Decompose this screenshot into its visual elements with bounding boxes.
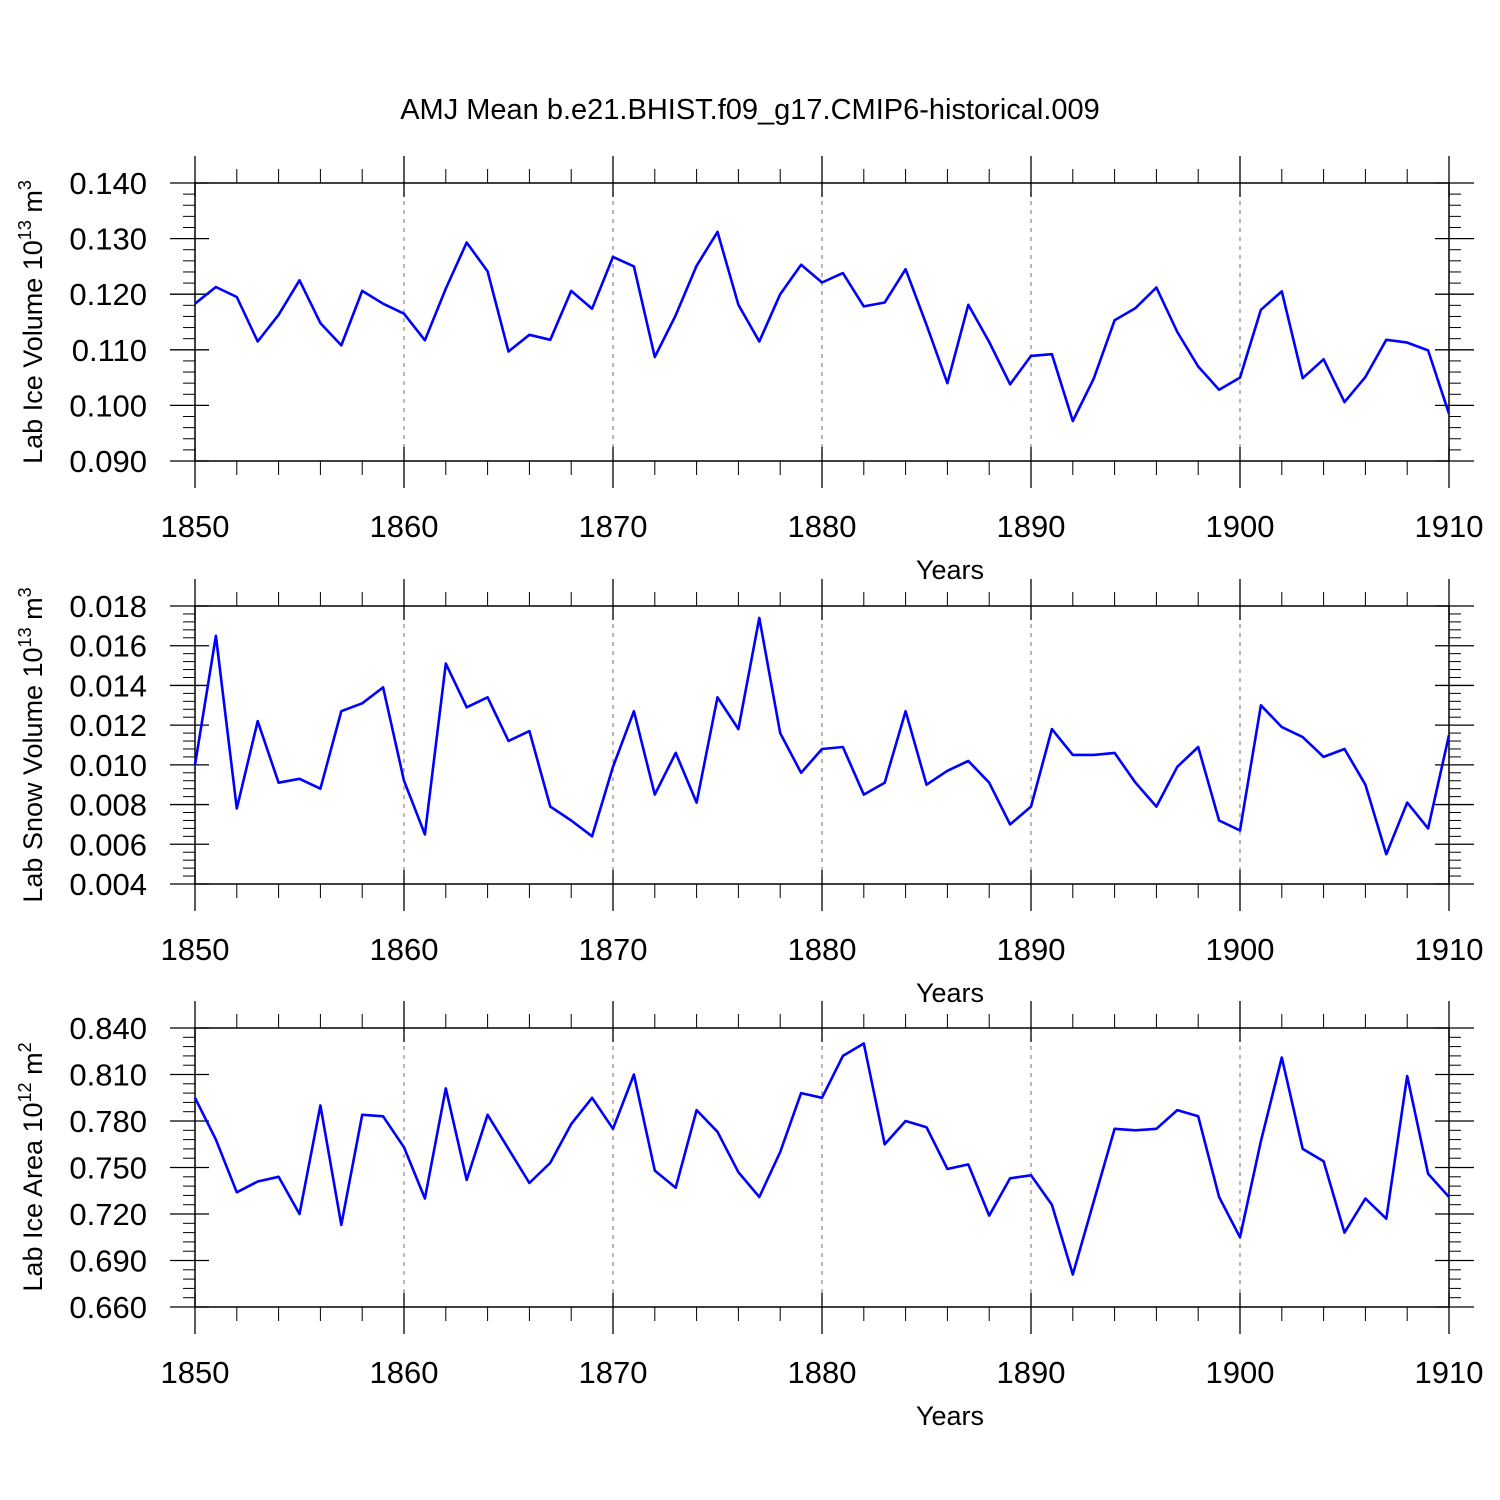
y-tick-label: 0.840 — [69, 1011, 147, 1046]
y-axis-label: Lab Ice Area 1012 m2 — [15, 1042, 48, 1291]
plot-frame — [194, 605, 1450, 885]
y-tick-label: 0.004 — [69, 867, 147, 902]
y-tick-label: 0.090 — [69, 444, 147, 479]
y-tick-label: 0.008 — [69, 788, 147, 823]
y-tick-label: 0.018 — [69, 589, 147, 624]
y-axis-label-part: 13 — [15, 627, 35, 647]
x-tick-label: 1910 — [1415, 1355, 1484, 1390]
y-axis-label-part: m — [18, 190, 48, 220]
x-axis-label: Years — [916, 978, 984, 1008]
x-tick-label: 1860 — [370, 932, 439, 967]
x-tick-label: 1910 — [1415, 932, 1484, 967]
y-tick-label: 0.010 — [69, 748, 147, 783]
plot-frame — [194, 1027, 1450, 1308]
panel-ice-area: 1850 1860 1870 1880 1890 1900 1910 0.660 0.690 0.… — [15, 1001, 1483, 1431]
y-axis-label-part: 2 — [15, 1042, 35, 1052]
y-axis-label-part: Lab Snow Volume 10 — [18, 647, 48, 902]
y-tick-label: 0.006 — [69, 827, 147, 862]
y-tick-label: 0.660 — [69, 1290, 147, 1325]
y-axis-label-part: 13 — [15, 220, 35, 240]
y-axis-label-part: m — [18, 597, 48, 627]
x-tick-label: 1910 — [1415, 509, 1484, 544]
y-axis-label-part: Lab Ice Area 10 — [18, 1102, 48, 1291]
x-tick-label: 1890 — [997, 1355, 1066, 1390]
panel-snow-volume: 1850 1860 1870 1880 1890 1900 1910 0.004 0.006 0.… — [15, 579, 1483, 1008]
y-axis-label-part: 3 — [15, 180, 35, 190]
y-tick-label: 0.750 — [69, 1151, 147, 1186]
y-axis-label-part: Lab Ice Volume 10 — [18, 240, 48, 464]
y-tick-label: 0.810 — [69, 1058, 147, 1093]
series-line-lab-snow-volume — [193, 616, 1451, 856]
series-line-lab-ice-volume — [194, 230, 1451, 423]
x-axis-label: Years — [916, 1401, 984, 1431]
x-tick-label: 1900 — [1206, 509, 1275, 544]
y-tick-label: 0.720 — [69, 1197, 147, 1232]
x-tick-label: 1880 — [788, 1355, 857, 1390]
y-axis-label-part: 3 — [15, 587, 35, 597]
y-tick-label: 0.140 — [69, 166, 147, 201]
x-axis-label: Years — [916, 555, 984, 585]
y-tick-label: 0.100 — [69, 388, 147, 423]
x-tick-label: 1850 — [161, 509, 230, 544]
x-tick-label: 1880 — [788, 509, 857, 544]
x-tick-label: 1870 — [579, 509, 648, 544]
y-axis-label-part: m — [18, 1052, 48, 1082]
panel-ice-volume: 1850 1860 1870 1880 1890 1900 1910 0.090 0.100 0.… — [15, 156, 1483, 585]
y-tick-label: 0.014 — [69, 668, 147, 703]
x-tick-label: 1850 — [161, 1355, 230, 1390]
figure-title: AMJ Mean b.e21.BHIST.f09_g17.CMIP6-histo… — [400, 94, 1100, 126]
x-tick-label: 1880 — [788, 932, 857, 967]
x-tick-label: 1900 — [1206, 932, 1275, 967]
y-tick-label: 0.110 — [72, 333, 147, 368]
y-axis-label-part: 12 — [15, 1082, 35, 1102]
plot-frame — [194, 182, 1450, 462]
y-axis-label: Lab Ice Volume 1013 m3 — [15, 180, 48, 464]
x-tick-label: 1890 — [997, 509, 1066, 544]
y-tick-label: 0.780 — [69, 1104, 147, 1139]
series-line-lab-ice-area — [193, 1042, 1450, 1276]
x-tick-label: 1850 — [161, 932, 230, 967]
y-tick-label: 0.016 — [69, 629, 147, 664]
y-tick-label: 0.120 — [69, 277, 147, 312]
x-tick-label: 1860 — [370, 1355, 439, 1390]
x-tick-label: 1860 — [370, 509, 439, 544]
y-tick-label: 0.130 — [69, 222, 147, 257]
x-tick-label: 1890 — [997, 932, 1066, 967]
x-tick-label: 1870 — [579, 1355, 648, 1390]
x-tick-label: 1900 — [1206, 1355, 1275, 1390]
y-axis-label: Lab Snow Volume 1013 m3 — [15, 587, 48, 902]
y-tick-label: 0.690 — [69, 1244, 147, 1279]
y-tick-label: 0.012 — [69, 708, 147, 743]
x-tick-label: 1870 — [579, 932, 648, 967]
